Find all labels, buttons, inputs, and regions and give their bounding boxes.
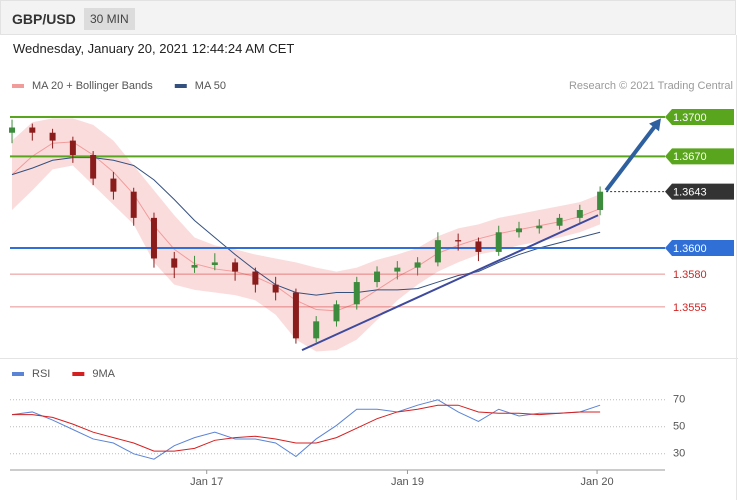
- y-tick-label: 50: [673, 421, 685, 433]
- legend-swatch: [174, 84, 187, 88]
- candle-body: [292, 292, 299, 339]
- timestamp: Wednesday, January 20, 2021 12:44:24 AM …: [13, 41, 295, 56]
- candle-body: [597, 191, 604, 211]
- candle-body: [475, 241, 482, 252]
- ma50-line: [11, 157, 601, 296]
- candle-body: [455, 240, 462, 242]
- candle-body: [252, 271, 259, 285]
- candle-body: [150, 217, 157, 259]
- level-label: 1.3555: [673, 302, 707, 314]
- candle-body: [515, 228, 522, 233]
- level-box: [665, 239, 734, 256]
- x-tick-label: Jan 19: [391, 476, 424, 488]
- candle-body: [414, 262, 421, 268]
- legend-label: MA 20 + Bollinger Bands: [32, 80, 153, 92]
- candle-body: [434, 240, 441, 263]
- level-box: [665, 109, 734, 126]
- candle-body: [9, 127, 16, 133]
- candle-body: [49, 132, 56, 141]
- trendline: [301, 214, 599, 352]
- candle-body: [171, 258, 178, 268]
- candle-body: [353, 282, 360, 305]
- series-line: [11, 399, 601, 460]
- candle-body: [536, 225, 543, 229]
- level-label: 1.3700: [673, 112, 707, 124]
- level-label: 1.3643: [673, 187, 707, 199]
- candle-body: [29, 127, 36, 133]
- credit: Research © 2021 Trading Central: [569, 80, 733, 92]
- timeframe[interactable]: 30 MIN: [84, 8, 135, 30]
- candle-body: [272, 284, 279, 293]
- level-box: [665, 148, 734, 165]
- x-tick-label: Jan 20: [581, 476, 614, 488]
- candle-body: [313, 321, 320, 339]
- level-box: [665, 183, 734, 200]
- legend-swatch: [12, 84, 24, 88]
- candle-body: [211, 262, 218, 266]
- candle-body: [130, 191, 137, 218]
- ma20-line: [11, 141, 601, 312]
- arrow-head: [649, 118, 661, 132]
- level-label: 1.3670: [673, 151, 707, 163]
- candle-body: [90, 155, 97, 179]
- candle-body: [69, 140, 76, 156]
- candle-body: [191, 265, 198, 268]
- candle-body: [374, 271, 381, 283]
- level-label: 1.3600: [673, 243, 707, 255]
- y-tick-label: 70: [673, 394, 685, 406]
- symbol: GBP/USD: [12, 11, 76, 27]
- series-line: [12, 404, 601, 452]
- candle-body: [232, 262, 239, 272]
- candle-body: [394, 267, 401, 272]
- legend-swatch: [72, 372, 85, 376]
- legend-label: RSI: [32, 368, 50, 380]
- level-label: 1.3580: [673, 269, 707, 281]
- bollinger-band: [12, 118, 601, 352]
- candle-body: [110, 178, 117, 192]
- legend-swatch: [12, 372, 24, 376]
- x-tick-label: Jan 17: [190, 476, 223, 488]
- candle-body: [576, 210, 583, 218]
- legend-label: MA 50: [195, 80, 226, 92]
- candle-body: [495, 232, 502, 252]
- candle-body: [333, 304, 340, 322]
- forecast-arrow: [604, 124, 658, 192]
- header: GBP/USD 30 MIN: [0, 0, 736, 35]
- legend-label: 9MA: [92, 368, 115, 380]
- candle-body: [556, 217, 563, 226]
- y-tick-label: 30: [673, 448, 685, 460]
